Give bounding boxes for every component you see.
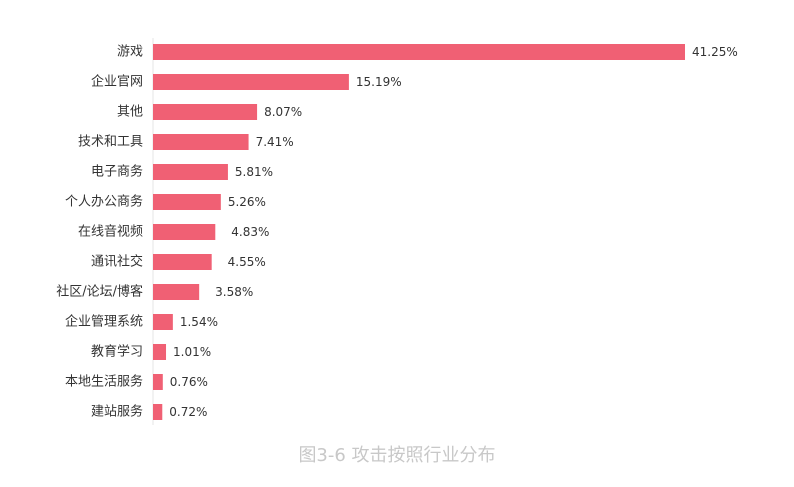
- bar: [153, 374, 163, 390]
- category-label: 本地生活服务: [65, 374, 143, 390]
- value-label: 1.01%: [173, 345, 211, 359]
- category-label: 通讯社交: [91, 254, 143, 270]
- category-label: 企业管理系统: [65, 314, 143, 330]
- bar: [153, 284, 200, 300]
- bar: [153, 44, 685, 60]
- category-label: 技术和工具: [78, 135, 143, 150]
- category-label: 在线音视频: [78, 224, 143, 240]
- category-label: 电子商务: [91, 164, 143, 180]
- value-label: 3.58%: [215, 285, 253, 299]
- bar: [153, 254, 212, 270]
- chart-title: 图3-6 攻击按照行业分布: [298, 445, 496, 466]
- value-label: 1.54%: [180, 315, 218, 329]
- value-label: 8.07%: [264, 105, 302, 119]
- bar: [153, 224, 216, 240]
- category-label: 社区/论坛/博客: [56, 284, 143, 300]
- value-label: 7.41%: [256, 135, 294, 149]
- category-label: 游戏: [117, 45, 143, 60]
- bar: [153, 104, 258, 120]
- category-label: 企业官网: [91, 74, 143, 90]
- value-label: 15.19%: [356, 75, 402, 89]
- value-label: 5.26%: [228, 195, 266, 209]
- category-label: 个人办公商务: [65, 194, 143, 210]
- bar: [153, 74, 349, 90]
- bar: [153, 194, 221, 210]
- category-label: 其他: [117, 105, 143, 120]
- bar: [153, 344, 167, 360]
- value-label: 41.25%: [692, 45, 738, 59]
- bar: [153, 134, 249, 150]
- value-label: 4.55%: [228, 255, 266, 269]
- value-label: 5.81%: [235, 165, 273, 179]
- value-label: 0.76%: [170, 375, 208, 389]
- bar: [153, 314, 173, 330]
- value-label: 4.83%: [231, 225, 269, 239]
- bar: [153, 404, 163, 420]
- bar: [153, 164, 228, 180]
- category-label: 建站服务: [91, 404, 143, 420]
- category-label: 教育学习: [91, 344, 143, 360]
- value-label: 0.72%: [169, 405, 207, 419]
